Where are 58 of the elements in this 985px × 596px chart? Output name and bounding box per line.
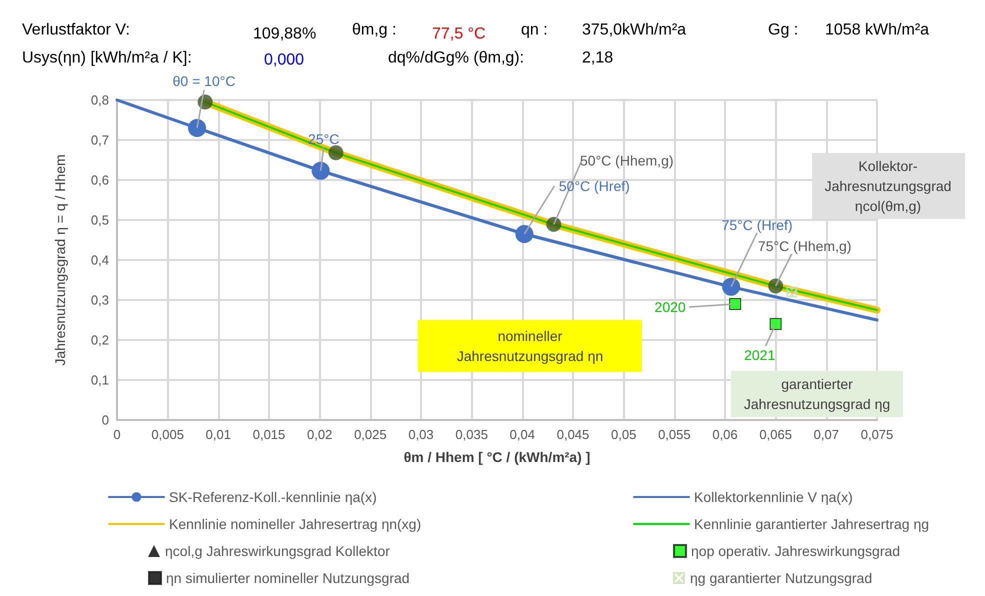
x-tick-label: 0,005 xyxy=(151,427,184,442)
annotation: 2020 xyxy=(654,299,686,315)
y-tick-label: 0,3 xyxy=(90,292,109,308)
text: 1058 kWh/m²a xyxy=(825,22,930,38)
text: 77,5 °C xyxy=(432,26,486,42)
x-tick-label: 0,05 xyxy=(611,427,636,442)
annotation: 75°C (Href) xyxy=(722,216,793,233)
x-tick-label: 0,035 xyxy=(455,427,488,442)
y-tick-label: 0,2 xyxy=(90,332,109,348)
x-axis-title: θm / Hhem [ °C / (kWh/m²a) ] xyxy=(404,449,590,465)
x-tick-label: 0,03 xyxy=(408,427,434,442)
legend-label: SK-Referenz-Koll.-kennlinie ηa(x) xyxy=(169,489,377,505)
annotation: 25°C xyxy=(308,130,340,147)
y-axis-title: Jahresnutzungsgrad η = q / Hhem xyxy=(52,154,68,366)
x-tick-label: 0,025 xyxy=(354,427,387,442)
y-tick-label: 0,6 xyxy=(90,172,109,188)
y-tick-label: 0,4 xyxy=(90,252,109,268)
x-tick-label: 0,02 xyxy=(307,427,332,442)
text: Verlustfaktor V: xyxy=(22,22,130,38)
text: 375,0kWh/m²a xyxy=(582,22,686,38)
y-tick-label: 0,1 xyxy=(90,372,109,388)
x-tick-label: 0 xyxy=(113,427,121,442)
callout-box: garantierter Jahresnutzungsgrad ηg xyxy=(731,371,903,417)
x-tick-label: 0,045 xyxy=(556,427,590,442)
x-tick-label: 0,075 xyxy=(860,427,894,442)
x-tick-label: 0,055 xyxy=(658,427,691,442)
x-tick-label: 0,06 xyxy=(712,427,738,442)
annotation: 50°C (Hhem,g) xyxy=(580,152,674,168)
y-tick-label: 0 xyxy=(102,412,109,428)
legend-label: ηn simulierter nomineller Nutzungsgrad xyxy=(166,570,410,586)
x-tick-label: 0,01 xyxy=(206,427,231,442)
legend-label: Kollektorkennlinie V ηa(x) xyxy=(694,489,853,505)
y-tick-label: 0,5 xyxy=(90,212,109,228)
legend-label: ηcol,g Jahreswirkungsgrad Kollektor xyxy=(165,543,390,559)
text: 109,88% xyxy=(253,26,316,42)
annotation: 75°C (Hhem,g) xyxy=(758,238,852,254)
x-tick-label: 0,04 xyxy=(510,427,535,442)
text: θm,g : xyxy=(352,22,396,38)
callout-box: nomineller Jahresnutzungsgrad ηn xyxy=(418,320,642,372)
x-tick-label: 0,015 xyxy=(252,427,286,442)
x-tick-label: 0,07 xyxy=(814,427,839,442)
y-tick-label: 0,7 xyxy=(90,132,109,148)
annotation: θ0 = 10°C xyxy=(172,73,236,89)
text: 0,000 xyxy=(264,52,304,68)
x-tick-label: 0,065 xyxy=(759,427,792,442)
annotation: 2021 xyxy=(744,347,776,363)
annotation: 50°C (Href) xyxy=(558,178,630,194)
legend-label: ηop operativ. Jahreswirkungsgrad xyxy=(691,543,900,559)
legend-label: ηg garantierter Nutzungsgrad xyxy=(690,570,872,586)
text: qn : xyxy=(521,22,548,38)
text: 2,18 xyxy=(582,50,614,66)
text: dq%/dGg% (θm,g): xyxy=(388,50,524,66)
y-tick-label: 0,8 xyxy=(90,92,109,108)
callout-box: Kollektor- Jahresnutzungsgrad ηcol(θm,g) xyxy=(812,153,964,219)
legend-label: Kennlinie nomineller Jahresertrag ηn(xg) xyxy=(169,516,422,532)
legend-label: Kennlinie garantierter Jahresertrag ηg xyxy=(694,516,930,532)
text: Usys(ηn) [kWh/m²a / K]: xyxy=(22,50,192,66)
text: Gg : xyxy=(768,22,798,38)
